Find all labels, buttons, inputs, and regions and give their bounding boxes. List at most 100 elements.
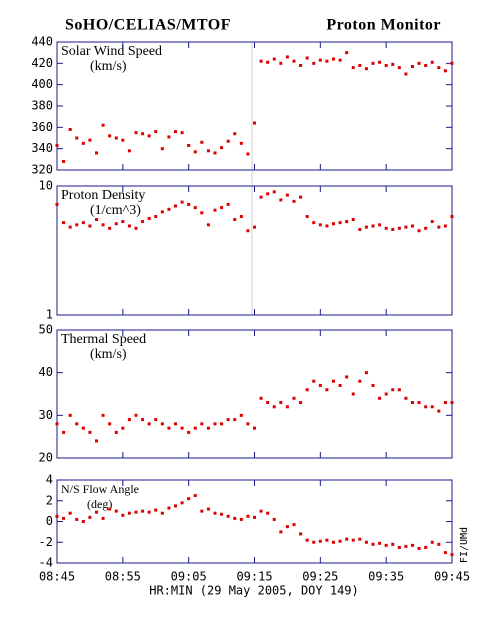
data-point	[206, 507, 210, 511]
data-point	[351, 66, 355, 70]
data-point	[378, 60, 382, 64]
panel-title: Proton Density	[61, 188, 145, 203]
data-point	[312, 221, 316, 225]
y-tick-label: 360	[31, 120, 53, 134]
data-point	[213, 422, 217, 426]
data-point	[246, 422, 250, 426]
panel-title: Solar Wind Speed	[61, 44, 162, 59]
y-tick-label: 440	[31, 35, 53, 49]
y-tick-label: 30	[39, 408, 53, 422]
data-point	[411, 224, 414, 228]
data-point	[121, 220, 125, 224]
data-point	[279, 401, 283, 405]
data-point	[95, 510, 98, 514]
data-point	[305, 388, 309, 392]
data-point	[424, 63, 428, 67]
data-point	[108, 422, 112, 426]
y-tick-label: 400	[31, 77, 53, 91]
data-point	[266, 192, 270, 196]
data-point	[121, 426, 125, 430]
data-point	[417, 61, 421, 65]
data-point	[325, 388, 329, 392]
data-point	[450, 61, 454, 65]
data-point	[338, 539, 342, 543]
data-point	[364, 225, 368, 229]
data-point	[200, 422, 204, 426]
data-point	[174, 422, 177, 426]
data-point	[292, 396, 296, 400]
data-point	[305, 56, 309, 60]
data-point	[299, 532, 303, 536]
data-point	[167, 426, 171, 430]
data-point	[332, 222, 335, 226]
data-point	[239, 215, 243, 219]
data-point	[391, 228, 395, 232]
data-point	[108, 507, 112, 511]
data-point	[299, 63, 303, 67]
data-point	[200, 211, 204, 215]
data-point	[147, 510, 151, 514]
data-point	[424, 226, 428, 230]
data-point	[417, 229, 421, 233]
data-point	[351, 392, 355, 396]
data-point	[391, 542, 395, 546]
data-point	[160, 210, 164, 214]
y-tick-label: 20	[39, 451, 53, 465]
data-point	[285, 193, 289, 197]
data-point	[345, 51, 349, 55]
data-point	[68, 127, 72, 131]
data-point	[371, 542, 375, 546]
data-point	[437, 542, 441, 546]
data-point	[253, 121, 256, 125]
data-point	[246, 514, 250, 518]
data-point	[397, 226, 401, 230]
data-point	[443, 551, 447, 555]
data-point	[167, 135, 171, 139]
data-point	[160, 422, 164, 426]
data-point	[384, 392, 388, 396]
data-point	[378, 396, 382, 400]
data-point	[397, 388, 401, 392]
x-tick-label: 09:25	[302, 570, 338, 584]
panel-unit: (deg)	[87, 497, 112, 511]
x-axis-label: HR:MIN (29 May 2005, DOY 149)	[149, 584, 359, 598]
data-point	[101, 123, 105, 127]
data-point	[233, 516, 237, 520]
data-point	[371, 383, 375, 387]
data-point	[226, 514, 230, 518]
data-point	[193, 150, 197, 154]
data-point	[62, 159, 66, 163]
x-tick-label: 08:55	[105, 570, 141, 584]
y-tick-label: 2	[46, 493, 53, 507]
data-point	[62, 221, 66, 225]
data-point	[430, 60, 434, 64]
data-point	[226, 202, 230, 206]
data-point	[437, 409, 441, 413]
data-point	[285, 55, 289, 59]
data-point	[81, 520, 85, 523]
data-point	[226, 418, 230, 422]
data-point	[206, 223, 210, 227]
data-point	[213, 151, 217, 155]
data-point	[450, 401, 454, 405]
data-point	[358, 379, 362, 383]
data-point	[430, 220, 434, 224]
data-point	[305, 215, 309, 219]
data-point	[101, 223, 105, 227]
data-point	[220, 206, 224, 210]
data-point	[81, 141, 85, 145]
data-point	[134, 131, 138, 135]
y-tick-label: 10	[39, 179, 53, 193]
x-tick-label: 09:35	[368, 570, 404, 584]
y-tick-label: -4	[39, 556, 53, 570]
data-point	[233, 132, 237, 136]
data-point	[345, 537, 349, 541]
data-point	[430, 405, 434, 409]
data-point	[75, 422, 79, 426]
y-tick-label: 340	[31, 141, 53, 155]
data-point	[292, 199, 296, 203]
y-tick-label: 4	[46, 473, 53, 487]
panel-unit: (km/s)	[90, 347, 127, 362]
data-point	[325, 538, 329, 542]
